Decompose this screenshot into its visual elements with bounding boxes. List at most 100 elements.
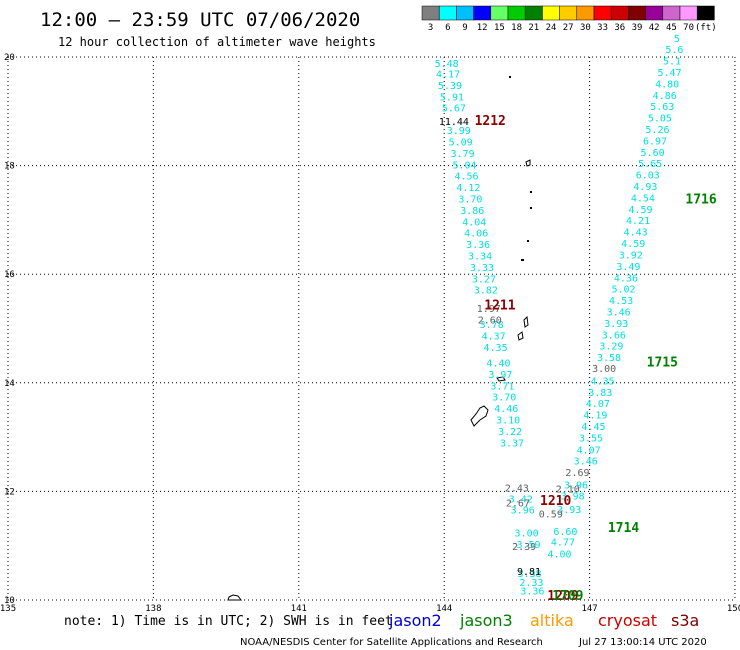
islet-dot [521, 259, 524, 261]
axis-ticks: 135 138 141 144 147 150 10 12 14 16 18 20 [0, 53, 740, 614]
colorbar-label: 21 [528, 23, 539, 33]
swh-value: 4.53 [609, 296, 633, 307]
colorbar-swatch [696, 5, 715, 21]
grid-lines [7, 56, 736, 601]
colorbar-swatch [576, 5, 595, 21]
y-tick-label: 12 [4, 487, 15, 497]
islet-dot [530, 191, 532, 193]
swh-value: 3.46 [607, 307, 631, 318]
swh-value: 5.09 [449, 138, 473, 149]
x-tick-label: 138 [145, 604, 161, 614]
colorbar-legend: 3 6 9 12 15 18 21 24 27 30 33 36 39 42 45 70 (ft) [421, 5, 717, 33]
colorbar-label: 18 [511, 23, 522, 33]
island-outline [227, 594, 242, 601]
swh-value: 4.12 [456, 183, 480, 194]
pass-number: 1209 [547, 589, 578, 604]
colorbar-label: 3 [428, 23, 433, 33]
x-tick-label: 135 [0, 604, 16, 614]
swh-value: 3.29 [599, 342, 623, 353]
colorbar-label: 70 [683, 23, 694, 33]
swh-value: 3.00 [592, 364, 616, 375]
colorbar-swatch [524, 5, 543, 21]
swh-value: 2.69 [565, 468, 589, 479]
swh-value: 4.04 [462, 217, 486, 228]
swh-value: 3.96 [511, 506, 535, 517]
colorbar-swatch [662, 5, 681, 21]
swh-value: 5.6 [665, 45, 683, 56]
swh-value: 4.77 [551, 538, 575, 549]
swh-points: 5.484.175.395.915.67 3.995.093.795.044.56… [435, 34, 684, 598]
swh-value: 4.54 [631, 193, 655, 204]
satellite-legend-s3a: s3a [671, 611, 699, 630]
swh-value: 3.46 [574, 456, 598, 467]
y-tick-label: 18 [4, 162, 15, 172]
colorbar-swatch [438, 5, 457, 21]
pass-number: 1210 [540, 494, 571, 509]
colorbar-label: 9 [462, 23, 467, 33]
swh-value: 5.26 [645, 125, 669, 136]
swh-value: 5.67 [442, 103, 466, 114]
swh-value: 2.67 [506, 499, 530, 510]
x-tick-label: 150 [727, 604, 740, 614]
swh-value: 4.86 [653, 91, 677, 102]
swh-value: 2.43 [505, 483, 529, 494]
swh-value: 3.92 [619, 250, 643, 261]
swh-value: 3.71 [490, 381, 514, 392]
swh-value: 4.21 [626, 216, 650, 227]
colorbar-label: 39 [632, 23, 643, 33]
islet-dot [527, 240, 529, 242]
swh-value: 3.00 [515, 528, 539, 539]
colorbar-label: 27 [563, 23, 574, 33]
islet-outline [525, 159, 531, 167]
swh-value: 5.05 [648, 114, 672, 125]
colorbar-label: (ft) [695, 23, 717, 33]
swh-value: 4.56 [454, 172, 478, 183]
pass-number: 1716 [685, 193, 716, 208]
swh-value: 3.55 [579, 433, 603, 444]
swh-value: 3.93 [604, 319, 628, 330]
colorbar-swatch [559, 5, 578, 21]
colorbar-swatch [679, 5, 698, 21]
swh-value: 4.17 [436, 70, 460, 81]
swh-value: 2.33 [519, 578, 543, 589]
swh-value: 2.10 [556, 484, 580, 495]
swh-value: 3.82 [474, 286, 498, 297]
swh-value: 6.60 [553, 527, 577, 538]
tinian-outline [517, 331, 524, 341]
footer-credit: NOAA/NESDIS Center for Satellite Applica… [240, 637, 543, 648]
swh-value: 5.48 [435, 59, 459, 70]
swh-value: 4.59 [628, 205, 652, 216]
colorbar-label: 30 [580, 23, 591, 33]
swh-value: 5.60 [641, 148, 665, 159]
colorbar-swatch [507, 5, 526, 21]
swh-value: 4.59 [621, 239, 645, 250]
swh-value: 3.36 [466, 240, 490, 251]
colorbar-swatch [645, 5, 664, 21]
swh-value: 4.93 [633, 182, 657, 193]
swh-value: 5 [674, 34, 680, 45]
islet-dot [530, 207, 532, 209]
swh-value: 1.97 [477, 304, 501, 315]
chart-subtitle: 12 hour collection of altimeter wave hei… [58, 35, 376, 49]
colorbar-swatch [628, 5, 646, 21]
swh-value: 3.99 [447, 126, 471, 137]
rota-outline [496, 376, 506, 382]
x-tick-label: 144 [436, 604, 452, 614]
pass-labels: 1212 1211 1210 1209 1716 1715 1714 1709 [475, 114, 717, 604]
y-tick-label: 20 [4, 53, 15, 63]
swh-value: 4.35 [591, 376, 615, 387]
swh-value: 2.39 [512, 542, 536, 553]
colorbar-label: 15 [494, 23, 505, 33]
swh-value: 3.79 [451, 149, 475, 160]
swh-value: 3.27 [472, 274, 496, 285]
colorbar-swatch [473, 5, 492, 21]
colorbar-label: 12 [477, 23, 488, 33]
satellite-legend-altika: altika [530, 611, 574, 630]
swh-value: 4.40 [486, 359, 510, 370]
x-tick-label: 141 [291, 604, 307, 614]
swh-value: 4.06 [464, 229, 488, 240]
swh-value: 0.59 [539, 509, 563, 520]
footer-timestamp: Jul 27 13:00:14 UTC 2020 [578, 637, 707, 648]
swh-value: 4.19 [583, 411, 607, 422]
